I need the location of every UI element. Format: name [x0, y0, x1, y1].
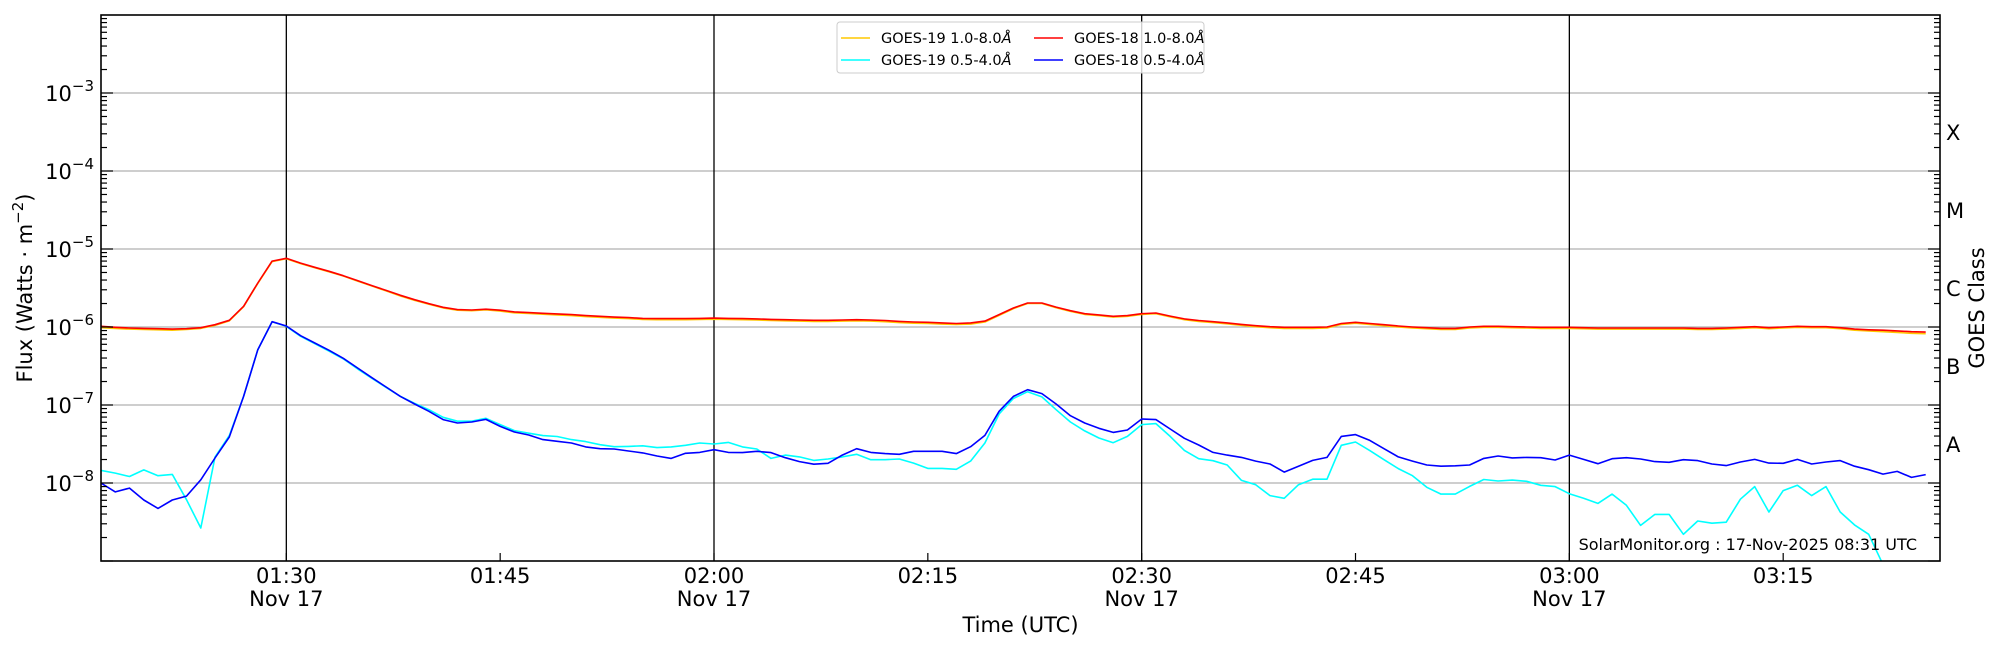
goes-class-label: C: [1946, 277, 1961, 301]
y2-axis-label: GOES Class: [1965, 247, 1989, 368]
legend-label: GOES-19 1.0-8.0Å: [881, 30, 1012, 47]
y-tick-label: 10−4: [45, 155, 94, 184]
goes-class-label: B: [1946, 355, 1960, 379]
y-tick-label: 10−3: [45, 77, 94, 106]
legend: GOES-19 1.0-8.0Å GOES-19 0.5-4.0Å GOES-18 …: [836, 21, 1205, 74]
series-line-goes-19-0-5-4-0-: [101, 320, 1883, 561]
legend-label: GOES-18 0.5-4.0Å: [1074, 52, 1205, 69]
legend-label: GOES-19 0.5-4.0Å: [881, 52, 1012, 69]
x-tick-sublabel: Nov 17: [1532, 587, 1606, 611]
x-tick-label: 01:45: [470, 564, 531, 588]
x-tick-label: 02:15: [898, 564, 959, 588]
x-tick-sublabel: Nov 17: [1104, 587, 1178, 611]
x-tick-label: 02:00: [684, 564, 745, 588]
series-line-goes-18-0-5-4-0-: [101, 320, 1926, 510]
y-axis-label-exp: −2: [9, 202, 27, 224]
y-tick-label: 10−6: [45, 311, 94, 340]
goes-class-label: M: [1946, 199, 1964, 223]
series-line-goes-19-1-0-8-0-: [101, 257, 1926, 335]
watermark-text: SolarMonitor.org : 17-Nov-2025 08:31 UTC: [1579, 535, 1917, 554]
y-axis-label-main: Flux (Watts · m: [13, 224, 37, 383]
goes-class-label: X: [1946, 121, 1960, 145]
x-axis-label: Time (UTC): [961, 613, 1078, 637]
y-tick-label: 10−7: [45, 389, 94, 418]
goes-class-label: A: [1946, 433, 1961, 457]
x-tick-label: 03:15: [1753, 564, 1814, 588]
grid-lines: [101, 92, 1940, 484]
day-marker-lines: [285, 15, 1570, 561]
x-tick-sublabel: Nov 17: [677, 587, 751, 611]
x-tick-sublabel: Nov 17: [249, 587, 323, 611]
legend-box: [836, 21, 1205, 74]
x-tick-label: 02:45: [1325, 564, 1386, 588]
y-axis-label-end: ): [13, 193, 37, 201]
y-tick-label: 10−8: [45, 467, 94, 496]
y-tick-label: 10−5: [45, 233, 94, 262]
axes: [100, 14, 1941, 562]
tick-marks: [101, 17, 1940, 562]
x-tick-label: 03:00: [1539, 564, 1600, 588]
x-tick-label: 01:30: [256, 564, 317, 588]
plot-frame: [100, 14, 1941, 562]
x-tick-label: 02:30: [1111, 564, 1172, 588]
series-lines: [101, 257, 1926, 561]
legend-label: GOES-18 1.0-8.0Å: [1074, 30, 1205, 47]
y-axis-label: Flux (Watts · m−2): [9, 193, 37, 382]
series-line-goes-18-1-0-8-0-: [101, 257, 1926, 333]
